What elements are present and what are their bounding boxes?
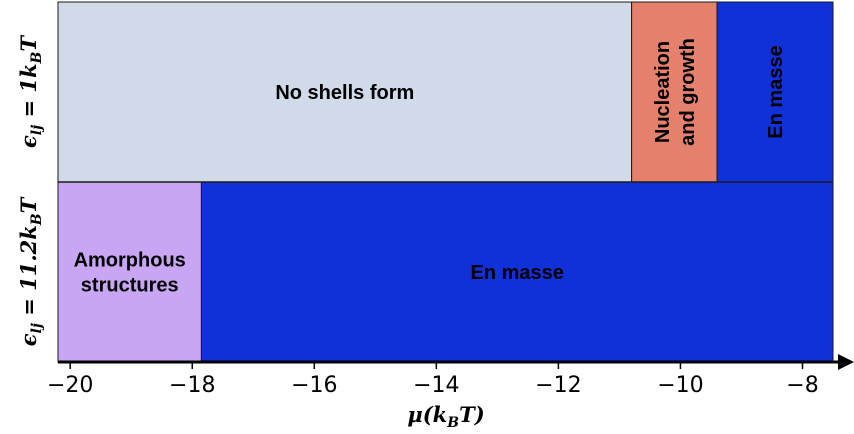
region-label-r1-1: En masse [471, 262, 564, 284]
x-axis-label-text: μ(kBT) [407, 402, 484, 431]
x-tick-label-0: −20 [47, 373, 93, 398]
phase-region-r0-1 [631, 1, 718, 183]
x-tick-label-1: −18 [169, 373, 215, 398]
x-axis-label: μ(kBT) [407, 402, 484, 431]
x-tick-label-6: −8 [786, 373, 818, 398]
region-label-r0-1: Nucleation and growth [652, 38, 699, 146]
phase-region-r0-0 [57, 1, 633, 183]
region-labels: No shells form Nucleation and growth En mas… [74, 38, 787, 296]
row-labels: ϵlj = 1kBT ϵlj = 11.2kBT [16, 35, 45, 347]
row-label-1: ϵlj = 11.2kBT [16, 196, 45, 346]
region-label-r1-0: Amorphous structures [74, 250, 186, 297]
row-label-0: ϵlj = 1kBT [16, 35, 45, 148]
region-label-r0-2: En masse [765, 45, 787, 138]
phase-regions [57, 1, 834, 363]
x-tick-label-5: −10 [657, 373, 703, 398]
x-axis: −20 −18 −16 −14 −12 −10 −8 [47, 354, 854, 398]
region-label-r0-0: No shells form [275, 82, 414, 104]
x-axis-arrowhead [838, 354, 854, 370]
x-tick-label-3: −14 [413, 373, 459, 398]
phase-region-r1-0 [57, 181, 202, 363]
x-tick-label-4: −12 [535, 373, 581, 398]
x-tick-label-2: −16 [291, 373, 337, 398]
phase-region-r0-2 [716, 1, 834, 183]
